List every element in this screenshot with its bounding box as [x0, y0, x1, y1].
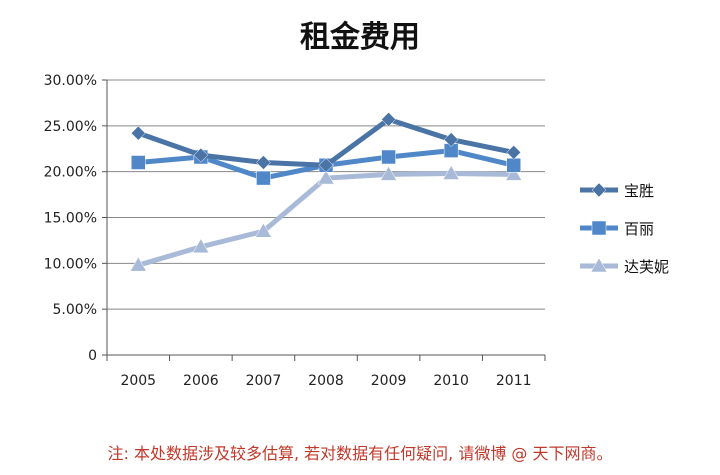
chart-title: 租金费用 — [300, 20, 420, 55]
data-point — [317, 169, 335, 185]
x-tick-label: 2010 — [433, 373, 469, 389]
legend-item: 达芙妮 — [580, 257, 669, 276]
legend-marker — [591, 220, 607, 236]
y-tick-label: 20.00% — [44, 165, 97, 181]
y-tick-label: 15.00% — [44, 211, 97, 227]
data-point — [443, 132, 459, 147]
data-point — [506, 158, 521, 173]
x-tick-label: 2011 — [496, 373, 532, 389]
x-tick-label: 2009 — [371, 373, 407, 389]
legend-label: 百丽 — [624, 220, 654, 238]
y-tick-label: 0 — [88, 348, 97, 364]
data-point — [192, 238, 210, 254]
data-point — [442, 164, 460, 180]
legend-item: 百丽 — [580, 220, 654, 238]
y-tick-label: 25.00% — [44, 119, 97, 135]
data-point — [380, 165, 398, 181]
series-2 — [129, 164, 523, 272]
y-tick-label: 5.00% — [53, 302, 97, 318]
footnote: 注: 本处数据涉及较多估算, 若对数据有任何疑问, 请微博 @ 天下网商。 — [107, 444, 613, 463]
data-point — [506, 145, 522, 160]
data-point — [129, 256, 147, 272]
x-tick-label: 2006 — [183, 373, 219, 389]
data-point — [130, 125, 146, 141]
x-tick-label: 2005 — [120, 373, 156, 389]
data-point — [254, 222, 272, 238]
legend-marker — [590, 257, 608, 273]
y-tick-label: 30.00% — [44, 73, 97, 89]
data-point — [318, 157, 334, 173]
data-point — [256, 170, 271, 186]
legend-item: 宝胜 — [580, 182, 654, 200]
data-point — [505, 165, 523, 181]
legend-label: 达芙妮 — [624, 258, 669, 276]
data-point — [381, 149, 396, 165]
data-point — [381, 112, 396, 127]
legend-label: 宝胜 — [624, 182, 654, 200]
legend-marker — [591, 182, 607, 198]
y-tick-label: 10.00% — [44, 256, 97, 272]
data-point — [256, 155, 271, 170]
axes: 0 5.00% 10.00% 15.00% 20.00% 25.00% 30.00% 2005… — [44, 73, 546, 389]
data-point — [131, 155, 146, 170]
series-0 — [130, 112, 522, 173]
data-point — [193, 147, 209, 163]
gridlines — [107, 79, 545, 310]
series-layer — [129, 112, 523, 272]
x-tick-label: 2007 — [246, 373, 282, 389]
x-tick-label: 2008 — [308, 373, 344, 389]
